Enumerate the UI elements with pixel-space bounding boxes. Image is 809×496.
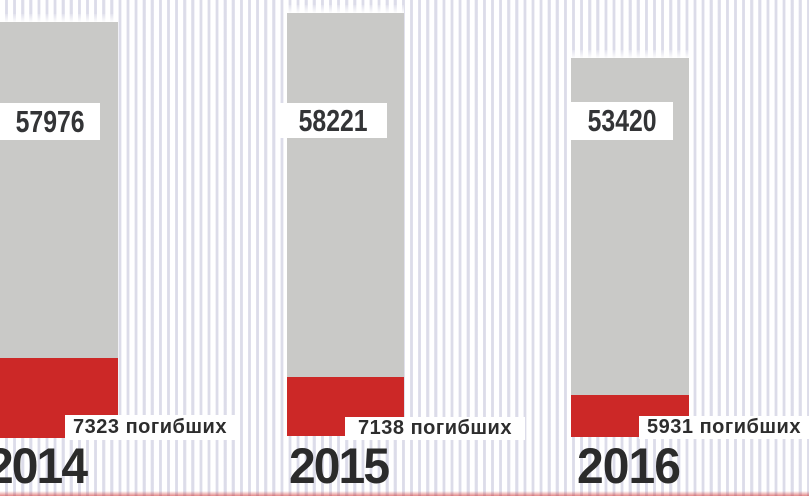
total-value-label: 58221 — [299, 102, 368, 138]
cropped-red-band-bottom — [0, 491, 809, 496]
deaths-value-box-2014: 7323 погибших — [65, 415, 235, 440]
bar-top-glow — [571, 50, 689, 58]
total-bar-segment-2015 — [287, 13, 404, 377]
total-value-box-2014: 57976 — [0, 103, 100, 140]
year-label-2016: 2016 — [577, 438, 681, 494]
deaths-value-box-2016: 5931 погибших — [639, 416, 809, 439]
total-value-label: 57976 — [15, 103, 85, 139]
total-bar-segment-2014 — [0, 22, 118, 358]
deaths-value-label: 7323 погибших — [73, 416, 227, 438]
year-label-2015: 2015 — [289, 438, 390, 494]
deaths-value-box-2015: 7138 погибших — [345, 417, 525, 440]
year-label-2014: 2014 — [0, 438, 88, 494]
deaths-value-label: 5931 погибших — [647, 416, 801, 438]
total-value-box-2015: 58221 — [280, 103, 387, 138]
total-value-label: 53420 — [587, 103, 657, 138]
deaths-value-label: 7138 погибших — [358, 417, 512, 439]
total-value-box-2016: 53420 — [571, 102, 673, 140]
bar-top-glow — [287, 5, 404, 13]
bar-top-glow — [0, 14, 118, 22]
